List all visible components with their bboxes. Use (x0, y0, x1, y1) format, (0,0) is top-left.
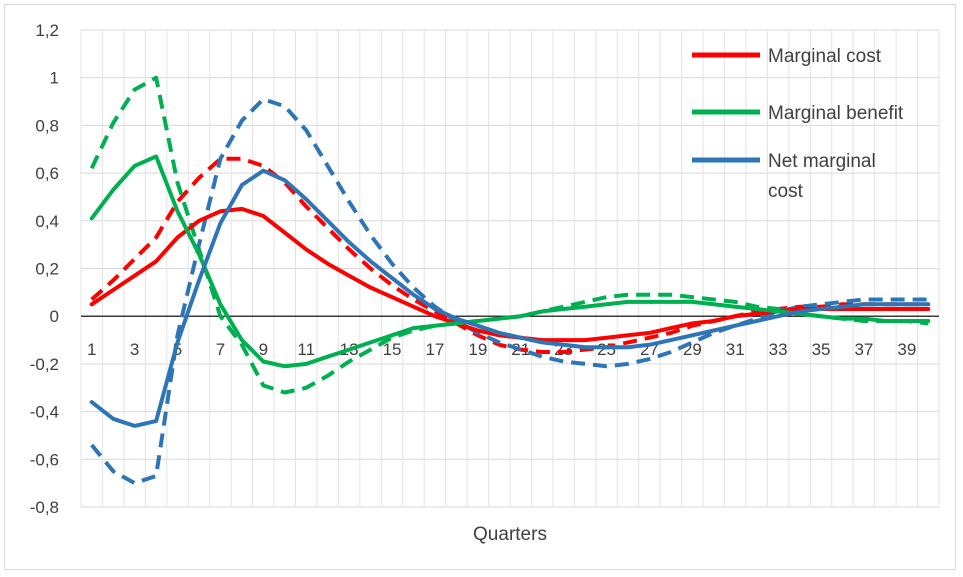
y-tick-label: -0,2 (30, 355, 59, 374)
y-tick-label: 0,8 (35, 116, 59, 135)
y-tick-label: 0,2 (35, 260, 59, 279)
x-axis-title: Quarters (473, 524, 547, 545)
y-tick-label: 0 (50, 307, 59, 326)
x-tick-label: 39 (897, 340, 916, 359)
series-lines (89, 75, 931, 486)
y-tick-label: -0,6 (30, 450, 59, 469)
x-tick-label: 25 (597, 340, 616, 359)
marginal-cost-dashed-line (90, 156, 929, 354)
x-tick-label: 7 (216, 340, 225, 359)
x-tick-label: 37 (854, 340, 873, 359)
x-tick-label: 15 (383, 340, 402, 359)
chart-frame (4, 4, 956, 570)
x-tick-label: 35 (812, 340, 831, 359)
x-tick-label: 3 (130, 340, 139, 359)
x-tick-label: 33 (769, 340, 788, 359)
x-tick-label: 9 (259, 340, 268, 359)
y-tick-label: 1,2 (35, 21, 59, 40)
legend: Marginal cost Marginal benefit Net margina… (692, 46, 904, 202)
y-tick-label: 0,4 (35, 212, 59, 231)
x-tick-label: 1 (87, 340, 96, 359)
y-tick-label: -0,8 (30, 498, 59, 517)
x-axis-tick-labels: 1 3 5 7 9 11 13 15 17 19 21 23 25 27 29 31 33 35 37 39 (87, 340, 916, 359)
legend-label: Marginal benefit (768, 103, 904, 124)
y-tick-label: 1 (50, 69, 59, 88)
y-tick-label: 0,6 (35, 164, 59, 183)
legend-label: Net marginal (768, 151, 876, 172)
y-axis-tick-labels: 1,2 1 0,8 0,6 0,4 0,2 0 -0,2 -0,4 -0,6 -0,8 (30, 21, 59, 517)
x-tick-label: 11 (297, 340, 315, 359)
gridlines (80, 29, 940, 508)
x-tick-label: 29 (683, 340, 702, 359)
x-tick-label: 19 (468, 340, 487, 359)
y-tick-label: -0,4 (30, 403, 59, 422)
legend-label: Marginal cost (768, 46, 882, 67)
x-tick-label: 31 (726, 340, 745, 359)
x-tick-label: 17 (425, 340, 444, 359)
legend-label: cost (768, 181, 804, 202)
net-marginal-cost-solid-line (89, 168, 931, 428)
